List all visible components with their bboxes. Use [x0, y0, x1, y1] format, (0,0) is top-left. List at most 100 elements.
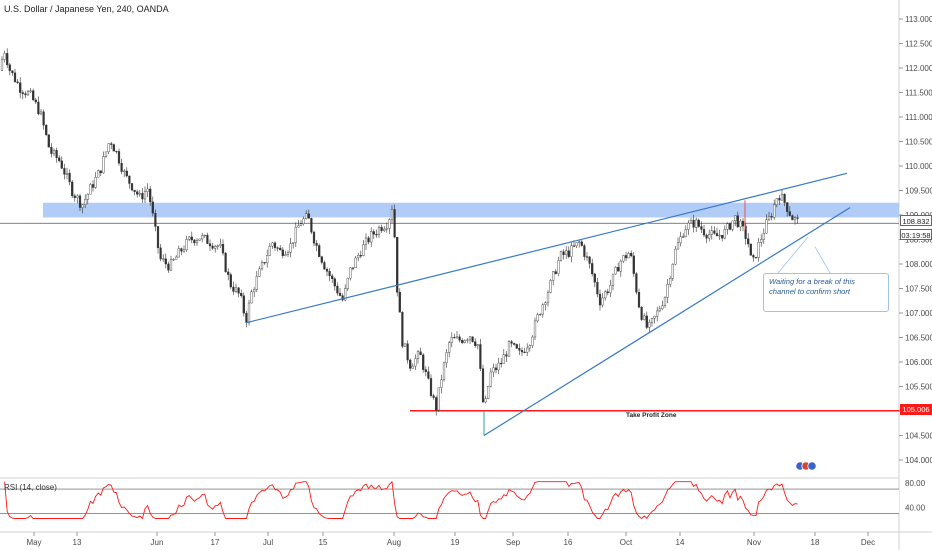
x-tick-label: Oct: [620, 538, 633, 547]
rsi-tick-label: 40.00: [905, 503, 926, 512]
candle-body: [754, 256, 758, 259]
candle-body: [357, 255, 360, 259]
candle-body: [377, 227, 381, 235]
candle-body: [162, 258, 165, 260]
candle-body: [796, 217, 799, 219]
candle-body: [445, 352, 448, 364]
candle-body: [765, 219, 768, 234]
candle-body: [84, 199, 87, 205]
candle-body: [432, 395, 435, 398]
y-tick-label: 112.000: [905, 64, 932, 73]
candle-body: [398, 291, 401, 313]
event-flags-icon[interactable]: [795, 461, 817, 471]
candle-body: [705, 234, 708, 239]
candle-body: [739, 220, 742, 228]
candle-body: [167, 263, 170, 271]
candle-body: [312, 231, 316, 244]
lower-trendline[interactable]: [483, 207, 851, 437]
candle-body: [68, 173, 71, 183]
candle-body: [195, 240, 199, 244]
candle-body: [318, 245, 321, 257]
candle-body: [370, 231, 373, 243]
candle-body: [328, 271, 331, 277]
annotation-note[interactable]: Waiting for a break of this channel to c…: [763, 273, 889, 312]
chart-title: U.S. Dollar / Japanese Yen, 240, OANDA: [4, 4, 169, 14]
candle-body: [528, 345, 531, 349]
candle-body: [185, 239, 188, 250]
candle-body: [601, 297, 604, 306]
candle-body: [125, 170, 128, 177]
candle-body: [76, 195, 79, 198]
candle-body: [526, 347, 529, 353]
candle-body: [562, 251, 565, 255]
candle-body: [143, 191, 147, 200]
candle-body: [71, 181, 74, 197]
candle-body: [567, 250, 570, 257]
candle-body: [463, 340, 466, 343]
y-tick-label: 104.500: [905, 432, 932, 441]
candle-body: [214, 245, 217, 249]
candle-body: [552, 271, 555, 281]
y-tick-label: 107.500: [905, 285, 932, 294]
candle-body: [307, 213, 310, 219]
candle-body: [128, 175, 131, 184]
candle-body: [455, 336, 459, 339]
candle-body: [338, 292, 342, 296]
candle-body: [52, 150, 56, 154]
candle-body: [354, 257, 357, 269]
candle-body: [682, 236, 685, 238]
candle-body: [219, 243, 222, 247]
candle-body: [671, 263, 674, 279]
candle-body: [120, 163, 123, 172]
y-tick-label: 105.500: [905, 383, 932, 392]
candle-body: [583, 245, 586, 257]
candle-body: [177, 248, 180, 258]
upper-trendline[interactable]: [245, 172, 848, 324]
candle-body: [541, 304, 544, 315]
candle-body: [385, 228, 388, 230]
candle-body: [715, 233, 719, 237]
candle-body: [97, 170, 100, 178]
candle-body: [333, 278, 336, 287]
candle-body: [721, 235, 724, 239]
event-flag-icon[interactable]: [807, 461, 817, 471]
candle-body: [245, 312, 248, 323]
candle-body: [786, 202, 789, 212]
x-tick-label: 18: [811, 538, 820, 547]
candle-body: [232, 286, 235, 292]
candle-body: [310, 218, 313, 233]
candle-body: [624, 255, 628, 259]
candle-body: [180, 248, 183, 252]
candle-body: [117, 151, 121, 164]
y-tick-label: 109.500: [905, 187, 932, 196]
candle-body: [292, 242, 295, 244]
candle-body: [713, 230, 716, 234]
candle-body: [224, 252, 227, 273]
candle-body: [448, 342, 451, 353]
candle-body: [86, 193, 89, 200]
candle-body: [570, 245, 573, 257]
candle-body: [549, 280, 552, 293]
rsi-title: RSI (14, close): [4, 483, 57, 492]
candle-body: [8, 64, 11, 71]
annotation-pointer: [777, 236, 809, 274]
candle-body: [286, 252, 290, 255]
candle-body: [723, 229, 726, 239]
candle-body: [320, 256, 323, 263]
candle-body: [679, 236, 682, 244]
candle-body: [78, 195, 82, 208]
candle-body: [757, 242, 760, 258]
candle-body: [471, 336, 474, 342]
resistance-zone[interactable]: [43, 202, 899, 218]
candle-body: [136, 191, 139, 195]
x-tick-label: May: [26, 538, 41, 547]
candle-body: [518, 348, 521, 351]
y-tick-label: 107.000: [905, 309, 932, 318]
x-tick-label: 16: [564, 538, 573, 547]
candle-body: [760, 239, 763, 243]
candle-body: [656, 310, 659, 317]
candle-body: [609, 285, 612, 294]
candle-body: [611, 273, 615, 286]
candle-body: [258, 268, 261, 277]
